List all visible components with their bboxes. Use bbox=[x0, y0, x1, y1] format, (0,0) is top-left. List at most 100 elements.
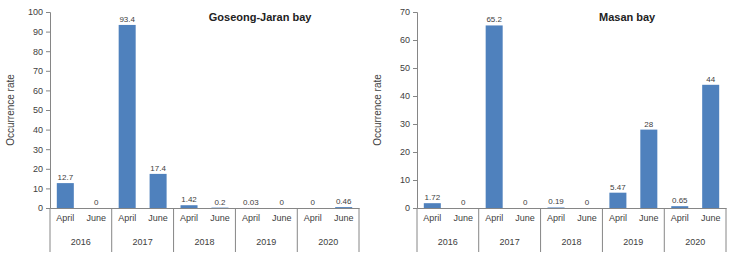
x-tick-label: June bbox=[334, 213, 354, 223]
bar bbox=[57, 183, 74, 208]
y-tick-label: 10 bbox=[400, 175, 410, 185]
y-tick: 20 bbox=[33, 164, 50, 174]
data-label: 12.7 bbox=[58, 173, 74, 182]
x-tick: June bbox=[210, 208, 230, 223]
data-label: 0 bbox=[461, 198, 466, 207]
bar bbox=[578, 208, 595, 209]
chart: 1.72065.200.1905.47280.65440102030405060… bbox=[372, 7, 727, 252]
bar bbox=[211, 207, 228, 208]
data-label: 0.46 bbox=[336, 197, 352, 206]
bar bbox=[517, 208, 534, 209]
y-tick-label: 100 bbox=[28, 7, 43, 17]
y-tick-label: 10 bbox=[33, 184, 43, 194]
x-tick: April bbox=[671, 208, 689, 223]
bar bbox=[671, 206, 688, 208]
group-separator bbox=[540, 208, 541, 252]
y-tick-label: 0 bbox=[38, 203, 43, 213]
x-tick: June bbox=[577, 208, 597, 223]
x-tick-label: April bbox=[56, 213, 74, 223]
x-tick-label: April bbox=[671, 213, 689, 223]
x-tick-label: April bbox=[304, 213, 322, 223]
bars bbox=[57, 25, 352, 208]
y-axis-line bbox=[413, 13, 418, 209]
y-tick: 10 bbox=[33, 184, 50, 194]
x-tick: April bbox=[547, 208, 565, 223]
x-tick: April bbox=[609, 208, 627, 223]
y-tick: 30 bbox=[33, 145, 50, 155]
y-axis-line bbox=[46, 13, 51, 209]
figure: 12.7093.417.41.420.20.03000.460102030405… bbox=[0, 0, 734, 255]
x-tick: April bbox=[423, 208, 441, 223]
y-tick-label: 50 bbox=[33, 105, 43, 115]
data-labels: 12.7093.417.41.420.20.03000.46 bbox=[58, 15, 352, 207]
bar bbox=[273, 208, 290, 209]
data-label: 93.4 bbox=[119, 15, 135, 24]
group-label: 2020 bbox=[318, 237, 338, 247]
y-tick-label: 60 bbox=[33, 86, 43, 96]
x-tick-label: June bbox=[577, 213, 597, 223]
x-tick-label: June bbox=[86, 213, 106, 223]
data-label: 0.19 bbox=[548, 197, 564, 206]
x-tick: June bbox=[86, 208, 106, 223]
y-tick-label: 40 bbox=[33, 125, 43, 135]
group-label: 2016 bbox=[438, 237, 458, 247]
data-labels: 1.72065.200.1905.47280.6544 bbox=[425, 15, 716, 207]
group-separator bbox=[359, 208, 360, 252]
bar bbox=[119, 25, 136, 208]
x-tick: June bbox=[453, 208, 473, 223]
data-label: 17.4 bbox=[150, 164, 166, 173]
data-label: 0 bbox=[280, 198, 285, 207]
x-tick: April bbox=[56, 208, 74, 223]
group-separator bbox=[235, 208, 236, 252]
y-tick-mark bbox=[413, 180, 417, 181]
y-tick-mark bbox=[46, 149, 50, 150]
y-tick: 60 bbox=[33, 86, 50, 96]
y-tick-label: 0 bbox=[405, 203, 410, 213]
group-label: 2017 bbox=[500, 237, 520, 247]
x-tick-label: April bbox=[423, 213, 441, 223]
data-label: 65.2 bbox=[486, 15, 502, 24]
chart-title: Masan bay bbox=[599, 11, 656, 23]
group-label: 2018 bbox=[561, 237, 581, 247]
y-tick-mark bbox=[46, 188, 50, 189]
y-axis: 0102030405060708090100 bbox=[28, 7, 51, 213]
group-separator bbox=[726, 208, 727, 252]
chart-title: Goseong-Jaran bay bbox=[209, 11, 313, 23]
group-separator bbox=[478, 208, 479, 252]
bar bbox=[640, 130, 657, 208]
x-tick-label: June bbox=[148, 213, 168, 223]
data-label: 0 bbox=[523, 198, 528, 207]
x-tick: April bbox=[180, 208, 198, 223]
x-tick: April bbox=[304, 208, 322, 223]
bar bbox=[304, 208, 321, 209]
bar bbox=[335, 207, 352, 208]
y-tick: 50 bbox=[400, 63, 417, 73]
bar bbox=[181, 205, 198, 208]
group-label: 2019 bbox=[256, 237, 276, 247]
group-separator bbox=[297, 208, 298, 252]
bar bbox=[486, 25, 503, 208]
bar bbox=[424, 203, 441, 208]
x-tick-label: June bbox=[639, 213, 659, 223]
x-tick-label: June bbox=[272, 213, 292, 223]
y-tick-label: 50 bbox=[400, 63, 410, 73]
x-tick-label: April bbox=[118, 213, 136, 223]
y-tick-label: 20 bbox=[33, 164, 43, 174]
y-tick-label: 90 bbox=[33, 27, 43, 37]
y-tick: 60 bbox=[400, 35, 417, 45]
x-tick: June bbox=[701, 208, 721, 223]
y-tick-mark bbox=[46, 32, 50, 33]
x-tick-label: June bbox=[210, 213, 230, 223]
y-tick: 70 bbox=[33, 66, 50, 76]
group-axis: 20162017201820192020 bbox=[417, 208, 726, 252]
x-tick-label: April bbox=[242, 213, 260, 223]
data-label: 28 bbox=[644, 120, 653, 129]
y-axis-title: Occurrence rate bbox=[5, 74, 16, 146]
bar bbox=[609, 193, 626, 208]
y-tick-label: 30 bbox=[400, 119, 410, 129]
y-tick-mark bbox=[413, 96, 417, 97]
y-tick-mark bbox=[46, 208, 50, 209]
data-label: 5.47 bbox=[610, 183, 626, 192]
y-tick-mark bbox=[46, 130, 50, 131]
data-label: 0.65 bbox=[672, 196, 688, 205]
